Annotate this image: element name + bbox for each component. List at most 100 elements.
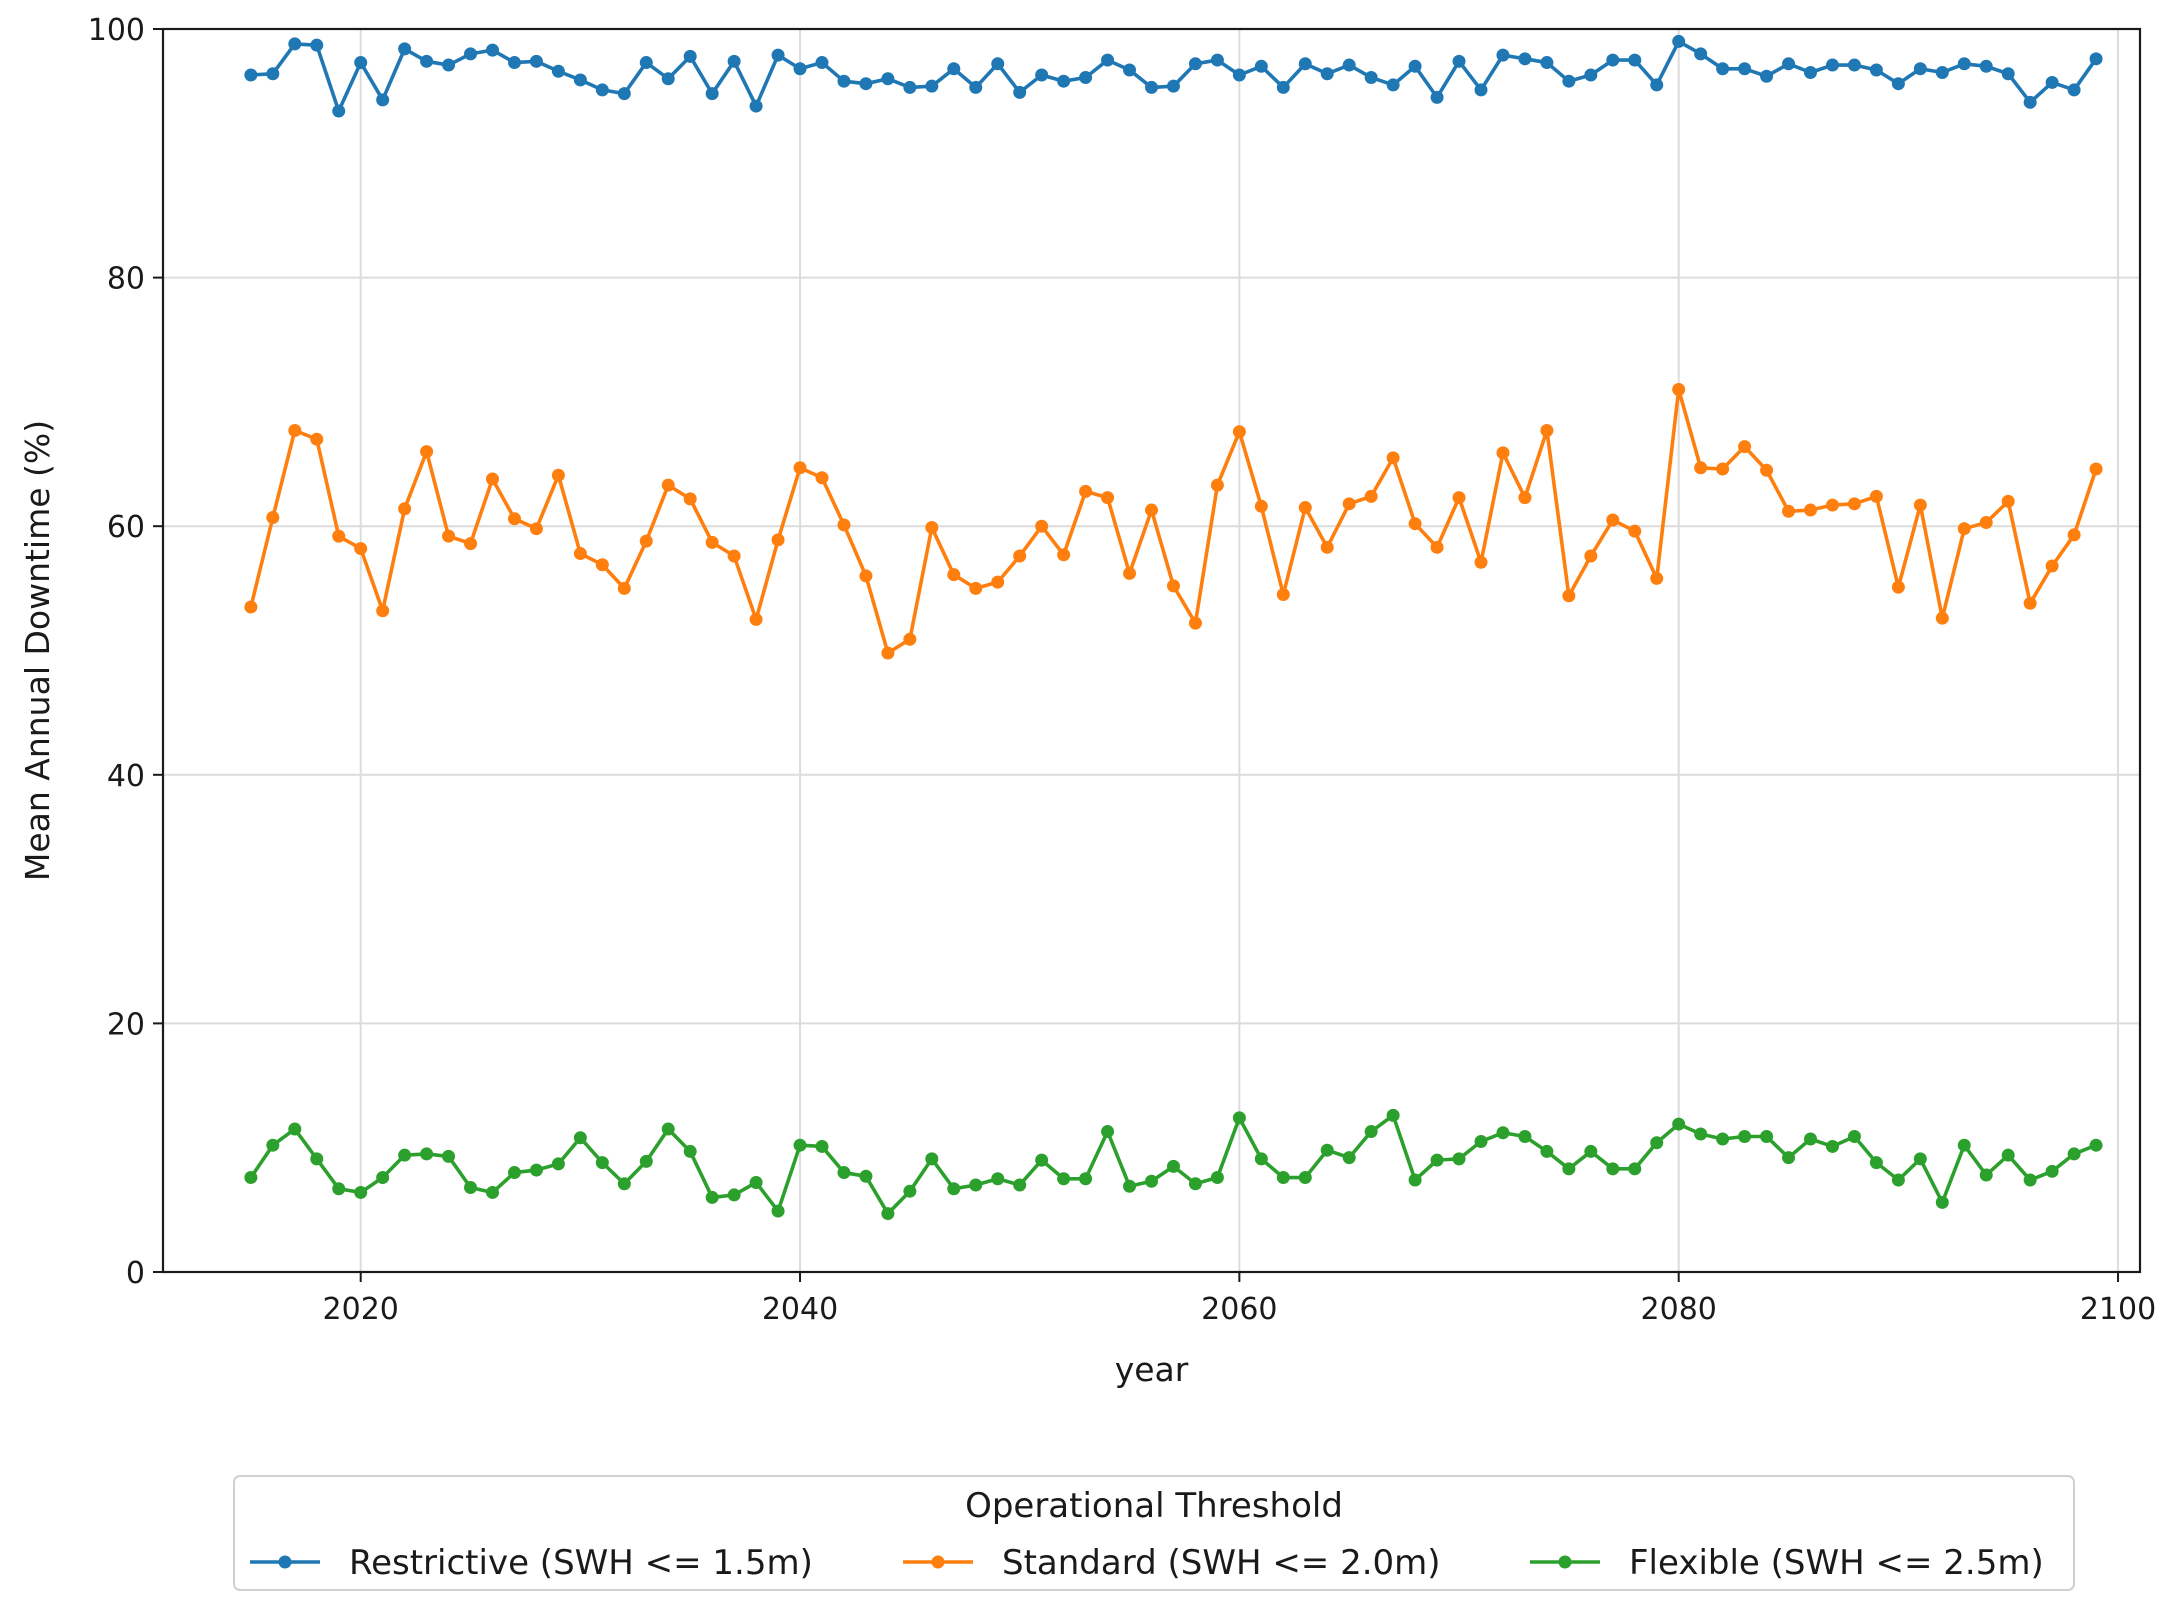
y-tick-label: 80 bbox=[107, 262, 145, 297]
legend-marker bbox=[931, 1555, 945, 1569]
data-point bbox=[749, 99, 763, 113]
data-point bbox=[1979, 515, 1993, 529]
data-point bbox=[1364, 1125, 1378, 1139]
data-point bbox=[749, 1176, 763, 1189]
data-point bbox=[1166, 1159, 1180, 1173]
data-point bbox=[991, 57, 1005, 71]
data-point bbox=[1847, 497, 1861, 511]
data-point bbox=[683, 492, 697, 506]
data-point bbox=[2089, 52, 2103, 66]
data-point bbox=[266, 1138, 280, 1152]
data-point bbox=[1891, 580, 1905, 594]
data-point bbox=[705, 87, 719, 101]
data-point bbox=[1496, 48, 1510, 62]
data-point bbox=[1518, 52, 1532, 66]
data-point bbox=[398, 1148, 412, 1162]
data-point bbox=[1584, 549, 1598, 563]
data-point bbox=[1188, 57, 1202, 71]
data-point bbox=[683, 49, 697, 63]
data-point bbox=[969, 1178, 983, 1192]
data-point bbox=[1606, 513, 1620, 527]
data-point bbox=[244, 600, 258, 614]
data-point bbox=[2023, 95, 2037, 109]
data-point bbox=[266, 67, 280, 81]
data-point bbox=[1408, 517, 1422, 531]
data-point bbox=[310, 432, 324, 446]
data-point bbox=[969, 80, 983, 94]
data-point bbox=[1496, 1126, 1510, 1140]
data-point bbox=[1123, 566, 1137, 580]
data-point bbox=[486, 43, 499, 57]
data-point bbox=[1079, 484, 1093, 498]
data-point bbox=[1342, 1151, 1356, 1165]
data-point bbox=[1650, 78, 1664, 92]
data-point bbox=[1584, 1144, 1598, 1158]
data-point bbox=[1079, 1172, 1093, 1186]
data-point bbox=[595, 558, 609, 572]
data-point bbox=[1738, 1130, 1752, 1144]
data-point bbox=[1628, 1162, 1642, 1176]
data-point bbox=[617, 87, 631, 101]
data-point bbox=[1738, 440, 1752, 454]
data-point bbox=[442, 1149, 456, 1163]
data-point bbox=[2067, 528, 2081, 542]
data-point bbox=[903, 80, 917, 94]
data-point bbox=[727, 54, 741, 68]
data-point bbox=[1606, 1162, 1620, 1176]
data-point bbox=[925, 79, 939, 93]
x-tick-label: 2080 bbox=[1641, 1292, 1717, 1327]
data-point bbox=[1847, 1130, 1861, 1144]
data-point bbox=[1562, 589, 1576, 603]
data-point bbox=[815, 1139, 829, 1153]
data-point bbox=[1254, 59, 1268, 73]
data-point bbox=[1606, 53, 1620, 67]
data-point bbox=[1825, 498, 1839, 512]
data-point bbox=[1935, 1195, 1949, 1209]
data-point bbox=[551, 468, 565, 482]
data-point bbox=[1540, 1144, 1554, 1158]
data-point bbox=[2089, 1138, 2103, 1152]
data-point bbox=[1804, 1132, 1817, 1146]
data-point bbox=[1452, 1152, 1466, 1166]
legend-entry: Standard (SWH <= 2.0m) bbox=[903, 1543, 1441, 1583]
data-point bbox=[1496, 446, 1510, 460]
series-2 bbox=[244, 382, 2103, 660]
legend-title: Operational Threshold bbox=[965, 1486, 1343, 1526]
data-point bbox=[1935, 66, 1949, 80]
data-point bbox=[1452, 54, 1466, 68]
data-point bbox=[595, 83, 609, 97]
data-point bbox=[332, 1182, 346, 1196]
data-point bbox=[705, 535, 719, 549]
data-point bbox=[266, 511, 280, 524]
data-point bbox=[1210, 478, 1224, 492]
data-point bbox=[1979, 1168, 1993, 1182]
data-point bbox=[969, 581, 983, 595]
data-point bbox=[1957, 522, 1971, 536]
data-point bbox=[1254, 499, 1268, 513]
data-point bbox=[1057, 74, 1071, 88]
data-point bbox=[464, 47, 478, 61]
data-point bbox=[376, 1171, 390, 1185]
data-point bbox=[1869, 63, 1883, 77]
data-point bbox=[947, 1182, 961, 1196]
data-point bbox=[661, 72, 675, 86]
data-point bbox=[2001, 1148, 2015, 1162]
data-point bbox=[1057, 548, 1071, 562]
data-point bbox=[1913, 1152, 1927, 1166]
data-point bbox=[1782, 504, 1796, 518]
data-point bbox=[354, 542, 368, 556]
legend-entries: Restrictive (SWH <= 1.5m) Standard (SWH <… bbox=[250, 1543, 2044, 1583]
data-point bbox=[661, 1122, 675, 1136]
data-point bbox=[1342, 497, 1356, 511]
data-point bbox=[376, 604, 390, 618]
data-point bbox=[1913, 62, 1927, 76]
legend-entry: Restrictive (SWH <= 1.5m) bbox=[250, 1543, 813, 1583]
data-point bbox=[1782, 1151, 1796, 1165]
data-point bbox=[837, 1166, 851, 1180]
x-axis-label: year bbox=[1115, 1350, 1189, 1389]
data-point bbox=[1957, 1138, 1971, 1152]
data-point bbox=[1804, 503, 1817, 517]
data-point bbox=[2023, 596, 2037, 610]
